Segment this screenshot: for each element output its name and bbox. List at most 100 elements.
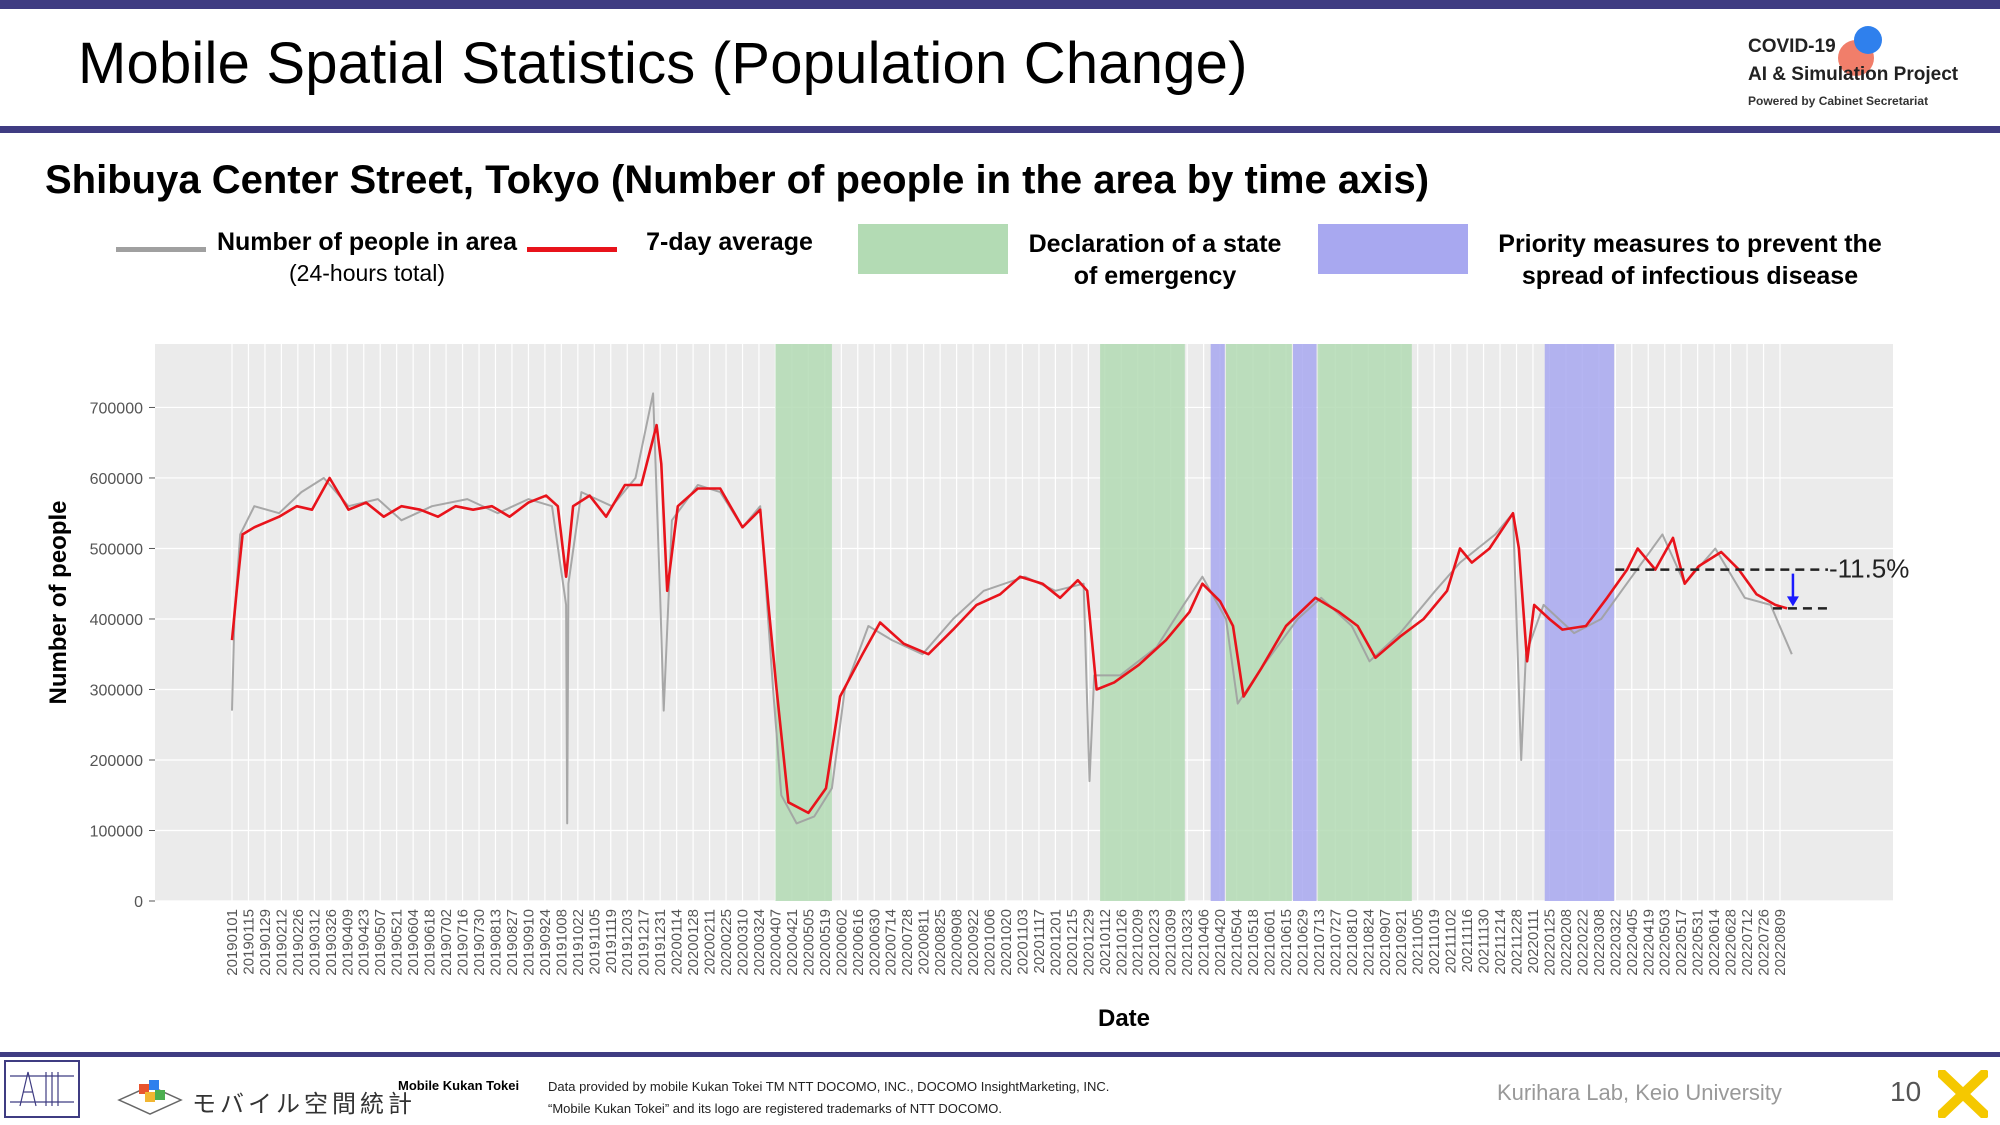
x-tick-label: 20210810: [1344, 909, 1361, 976]
priority-period: [1293, 344, 1317, 901]
footer-divider: [0, 1052, 2000, 1057]
x-tick-label: 20211130: [1476, 909, 1493, 974]
x-tick-label: 20190716: [455, 909, 472, 976]
x-tick-label: 20191022: [570, 909, 587, 976]
x-tick-label: 20220419: [1640, 909, 1657, 976]
x-tick-label: 20200630: [866, 909, 883, 976]
x-tick-label: 20200211: [702, 909, 719, 975]
x-tick-label: 20220809: [1772, 909, 1789, 976]
legend-average-label: 7-day average: [646, 228, 813, 256]
x-tick-label: 20210223: [1146, 909, 1163, 976]
footer-credit-1: Data provided by mobile Kukan Tokei TM N…: [548, 1079, 1110, 1094]
x-tick-label: 20211102: [1443, 909, 1460, 974]
x-tick-label: 20190129: [257, 909, 274, 976]
x-tick-label: 20200505: [800, 909, 817, 976]
x-tick-label: 20190618: [422, 909, 439, 976]
x-tick-label: 20211005: [1410, 909, 1427, 975]
x-tick-label: 20190326: [323, 909, 340, 976]
x-tick-label: 20210209: [1130, 909, 1147, 976]
x-tick-label: 20200825: [932, 909, 949, 976]
y-tick-label: 600000: [90, 471, 143, 488]
series-7day-average: [230, 423, 1788, 815]
x-tick-label: 20201020: [998, 909, 1015, 976]
x-tick-label: 20200114: [669, 909, 686, 975]
x-tick-label: 20190827: [504, 909, 521, 976]
x-tick-label: 20210518: [1245, 909, 1262, 976]
x-tick-label: 20201215: [1064, 909, 1081, 976]
x-tick-label: 20220531: [1690, 909, 1707, 976]
x-tick-label: 20190521: [389, 909, 406, 976]
x-tick-label: 20190730: [471, 909, 488, 976]
y-axis-title: Number of people: [45, 500, 72, 704]
x-tick-label: 20200602: [833, 909, 850, 976]
x-tick-label: 20190924: [537, 909, 554, 976]
page-number: 10: [1890, 1076, 1922, 1107]
footer-credit-2: “Mobile Kukan Tokei” and its logo are re…: [548, 1101, 1002, 1116]
legend-daily-swatch: [116, 247, 206, 252]
x-tick-label: 20201229: [1080, 909, 1097, 976]
emergency-period: [775, 344, 832, 901]
x-tick-label: 20190226: [290, 909, 307, 976]
x-tick-label: 20200128: [685, 909, 702, 976]
x-tick-label: 20191231: [652, 909, 669, 976]
x-tick-label: 20220322: [1607, 909, 1624, 976]
x-tick-label: 20190115: [241, 909, 258, 975]
footer-brand-jp: モバイル空間統計: [192, 1091, 416, 1118]
x-tick-label: 20220222: [1574, 909, 1591, 976]
x-tick-label: 20210112: [1097, 909, 1114, 975]
x-tick-label: 20210126: [1113, 909, 1130, 976]
x-tick-label: 20200616: [850, 909, 867, 976]
x-tick-label: 20191119: [603, 909, 620, 974]
x-tick-label: 20190409: [339, 909, 356, 976]
x-tick-label: 20220405: [1624, 909, 1641, 976]
chart-legend: Number of people in area (24-hours total…: [0, 220, 2000, 300]
x-tick-label: 20190702: [438, 909, 455, 976]
x-tick-label: 20191008: [553, 909, 570, 976]
x-tick-label: 20210907: [1377, 909, 1394, 976]
annotation-arrow-head: [1786, 596, 1799, 607]
x-tick-label: 20211116: [1459, 909, 1476, 972]
legend-daily-sub: (24-hours total): [289, 260, 445, 286]
mobile-kukan-cube-icon: [115, 1074, 185, 1123]
x-tick-label: 20210406: [1196, 909, 1213, 976]
x-tick-label: 20210420: [1212, 909, 1229, 976]
x-tick-label: 20201103: [1015, 909, 1032, 975]
lab-ai-logo-icon: [4, 1060, 80, 1118]
x-tick-label: 20190101: [224, 909, 241, 976]
x-tick-label: 20200811: [916, 909, 933, 975]
x-tick-label: 20210601: [1262, 909, 1279, 976]
x-axis-title: Date: [1098, 1005, 1150, 1032]
x-tick-label: 20190813: [488, 909, 505, 976]
x-tick-label: 20190910: [520, 909, 537, 976]
x-tick-label: 20200728: [899, 909, 916, 976]
priority-period: [1210, 344, 1225, 901]
x-tick-label: 20200922: [965, 909, 982, 976]
legend-emergency-swatch: [858, 224, 1008, 274]
x-tick-label: 20190312: [306, 909, 323, 976]
emergency-period: [1100, 344, 1185, 901]
y-tick-label: 100000: [90, 823, 143, 840]
x-tick-label: 20190212: [273, 909, 290, 976]
legend-priority-swatch: [1318, 224, 1468, 274]
x-tick-label: 20191217: [636, 909, 653, 976]
x-tick-label: 20210629: [1294, 909, 1311, 976]
x-tick-label: 20220614: [1706, 909, 1723, 976]
x-tick-label: 20210727: [1327, 909, 1344, 976]
x-logo-icon: [1937, 1069, 1989, 1123]
legend-priority-label-2: spread of infectious disease: [1521, 262, 1859, 290]
emergency-period: [1317, 344, 1412, 901]
x-tick-label: 20220517: [1673, 909, 1690, 976]
project-logo: COVID-19 AI & Simulation Project Powered…: [1746, 24, 1986, 114]
x-tick-label: 20200225: [718, 909, 735, 976]
x-tick-label: 20211019: [1426, 909, 1443, 975]
x-tick-label: 20200519: [817, 909, 834, 976]
x-tick-label: 20220308: [1591, 909, 1608, 976]
x-tick-label: 20211228: [1509, 909, 1526, 975]
legend-daily-label: Number of people in area: [216, 228, 518, 256]
y-tick-label: 200000: [90, 753, 143, 770]
legend-emergency-label-2: of emergency: [1073, 262, 1237, 290]
legend-priority-label-1: Priority measures to prevent the: [1498, 230, 1882, 258]
x-tick-label: 20220503: [1657, 909, 1674, 976]
x-tick-label: 20200324: [751, 909, 768, 976]
x-tick-label: 20220628: [1723, 909, 1740, 976]
